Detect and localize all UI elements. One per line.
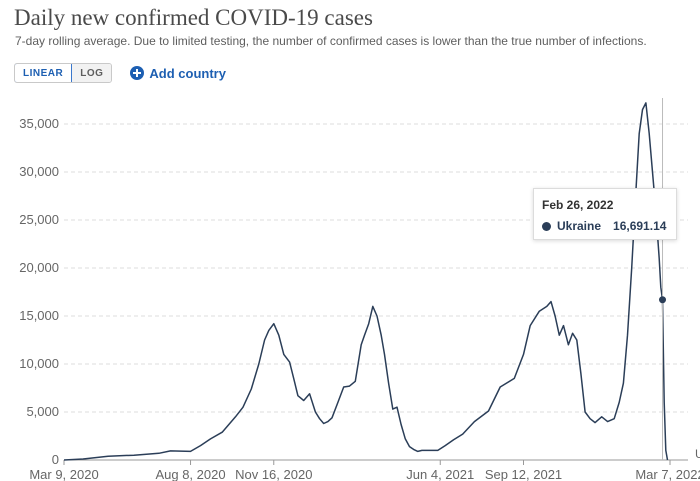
y-tick-label: 15,000 [19, 308, 59, 323]
y-tick-label: 0 [52, 452, 59, 467]
x-axis-labels: Mar 9, 2020 Aug 8, 2020 Nov 16, 2020 Jun 4,… [29, 467, 700, 481]
log-scale-button[interactable]: LOG [72, 64, 112, 82]
y-tick-label: 35,000 [19, 116, 59, 131]
y-tick-label: 5,000 [26, 404, 59, 419]
y-tick-label: 30,000 [19, 164, 59, 179]
hover-tooltip: Feb 26, 2022 Ukraine 16,691.14 [533, 188, 677, 240]
x-tick-label: Mar 7, 2022 [635, 467, 700, 481]
y-axis-labels: 0 5,000 10,000 15,000 20,000 25,000 30,000 35,0… [19, 116, 59, 467]
add-country-label: Add country [149, 65, 226, 81]
x-tick-label: Jun 4, 2021 [406, 467, 474, 481]
page-title: Daily new confirmed COVID-19 cases [14, 5, 373, 30]
gridlines [64, 123, 688, 461]
x-tick-label: Mar 9, 2020 [29, 467, 98, 481]
series-dot-icon [542, 221, 551, 231]
y-tick-label: 10,000 [19, 356, 59, 371]
y-tick-label: 25,000 [19, 212, 59, 227]
x-axis-ticks [63, 460, 671, 465]
page-subtitle: 7-day rolling average. Due to limited te… [15, 34, 647, 48]
x-tick-label: Nov 16, 2020 [235, 467, 312, 481]
series-group [63, 102, 669, 461]
series-line-ukraine[interactable] [63, 102, 669, 461]
hover-point[interactable] [659, 296, 667, 304]
y-tick-label: 20,000 [19, 260, 59, 275]
x-tick-label: Sep 12, 2021 [485, 467, 562, 481]
add-country-button[interactable]: Add country [130, 66, 226, 81]
tooltip-value: 16,691.14 [613, 219, 667, 233]
plus-circle-icon [130, 66, 145, 80]
tooltip-date: Feb 26, 2022 [542, 198, 614, 212]
chart-controls: LINEAR LOG Add country [14, 63, 226, 83]
series-end-label: U [695, 447, 700, 461]
scale-toggle: LINEAR LOG [14, 63, 113, 83]
hover-group [659, 98, 667, 460]
tooltip-country: Ukraine [557, 219, 602, 233]
tooltip-row: Ukraine 16,691.14 [542, 219, 676, 233]
x-tick-label: Aug 8, 2020 [155, 467, 225, 481]
linear-scale-button[interactable]: LINEAR [15, 64, 73, 82]
